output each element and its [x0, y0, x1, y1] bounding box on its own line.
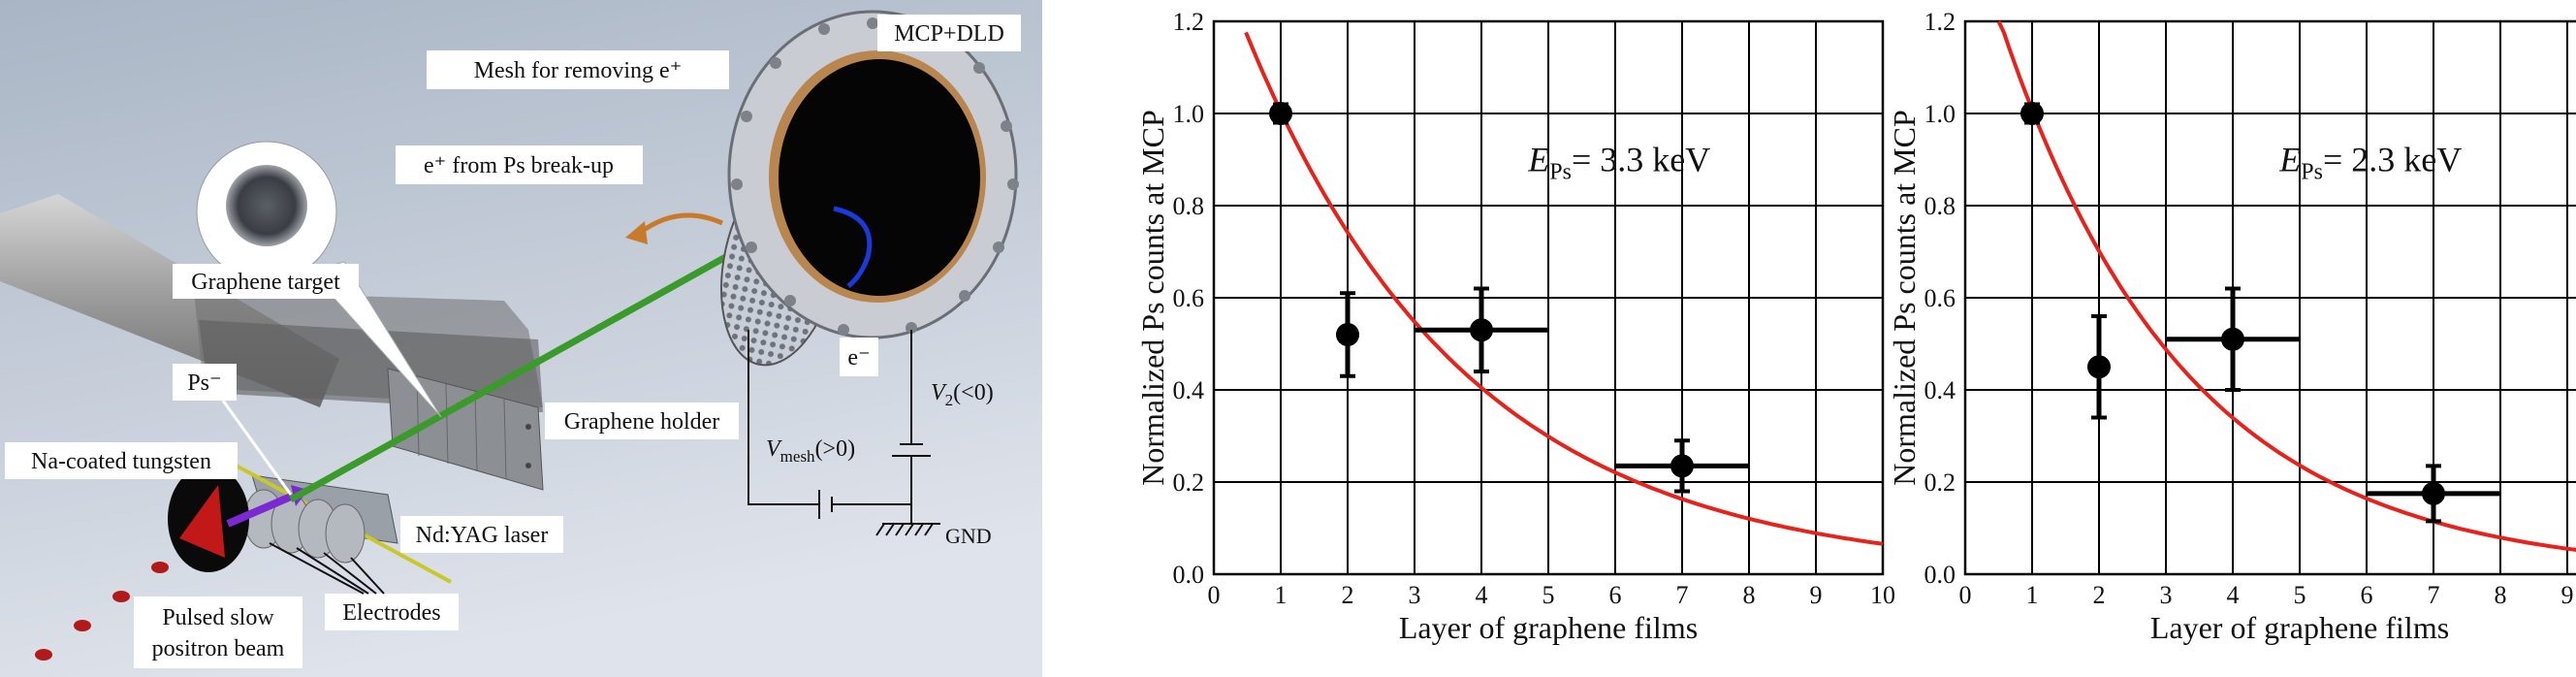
vmesh-label: Vmesh(>0) — [766, 436, 855, 466]
ps-minus-arrow — [226, 493, 293, 528]
y-axis-label: Normalized Ps counts at MCP — [1135, 110, 1170, 486]
gnd-label: GND — [945, 524, 992, 548]
flange-bolts — [731, 17, 1019, 336]
energy-value: = 3.3 keV — [1572, 140, 1710, 178]
chart-ps-3-3kev: 0 1 2 3 4 5 6 7 8 9 10 0.0 0.2 0.4 0.6 0.8 1.0 1.2 Layer o… — [1135, 8, 1895, 645]
y-tick-label: 0.2 — [1173, 468, 1205, 497]
data-point — [2422, 481, 2445, 505]
x-tick-label: 9 — [2561, 581, 2574, 609]
plot-frame — [1963, 19, 2576, 576]
y-tick-label: 0.0 — [1924, 561, 1956, 589]
y-tick-label: 1.2 — [1173, 8, 1205, 36]
x-tick-label: 9 — [1810, 581, 1823, 609]
data-point-group — [1269, 102, 1292, 125]
fit-curve — [1996, 20, 2576, 552]
x-tick-label: 2 — [2093, 581, 2106, 609]
y-tick-label: 1.2 — [1924, 8, 1956, 36]
data-point-group — [2166, 286, 2300, 392]
x-tick-label: 6 — [2361, 581, 2373, 609]
x-tick-label: 3 — [1409, 581, 1421, 609]
graphene-holder-label: Graphene holder — [564, 409, 720, 435]
x-tick-label: 1 — [1275, 581, 1288, 609]
bias-circuit — [747, 330, 940, 525]
y-tick-label: 0.4 — [1924, 376, 1956, 404]
energy-subscript: Ps — [2301, 159, 2323, 184]
e-minus-arrow — [833, 206, 873, 288]
energy-annotation: EPs= 3.3 keV — [1527, 140, 1710, 184]
x-axis-label: Layer of graphene films — [1399, 610, 1698, 645]
x-tick-label: 1 — [2026, 581, 2039, 609]
energy-subscript: Ps — [1549, 159, 1572, 184]
x-axis-label: Layer of graphene films — [2150, 610, 2449, 645]
x-tick-label: 0 — [1959, 581, 1972, 609]
x-tick-label: 0 — [1208, 581, 1221, 609]
positron-beam-label-line2: positron beam — [152, 636, 285, 661]
electrodes-label: Electrodes — [342, 600, 440, 626]
x-tick-label: 7 — [1676, 581, 1689, 609]
nd-yag-label: Nd:YAG laser — [416, 523, 549, 548]
x-tick-label: 6 — [1609, 581, 1622, 609]
ps-minus-label: Ps⁻ — [187, 371, 221, 396]
data-point-group — [1415, 286, 1548, 373]
y-tick-label: 0.6 — [1173, 284, 1205, 312]
energy-annotation: EPs= 2.3 keV — [2278, 140, 2462, 184]
data-point — [1670, 454, 1694, 478]
positron-cone — [179, 485, 225, 558]
y-tick-label: 0.4 — [1173, 376, 1205, 404]
data-point — [1470, 318, 1493, 342]
electrodes-pointers — [269, 542, 385, 595]
data-point-group — [1615, 438, 1749, 494]
x-tick-label: 5 — [1542, 581, 1555, 609]
e-plus-deflection-arrow — [638, 212, 724, 236]
y-tick-label: 0.8 — [1924, 192, 1956, 220]
x-tick-label: 7 — [2428, 581, 2440, 609]
mcp-dld-detector — [727, 10, 1018, 339]
e-plus-arrowhead — [625, 221, 648, 244]
x-tick-label: 5 — [2294, 581, 2306, 609]
y-tick-label: 0.8 — [1173, 192, 1205, 220]
y-tick-label: 0.6 — [1924, 284, 1956, 312]
graphene-target-label: Graphene target — [191, 270, 340, 295]
e-minus-label: e⁻ — [847, 345, 870, 371]
x-tick-label: 8 — [1743, 581, 1756, 609]
ground-symbol — [875, 523, 934, 536]
energy-symbol: E — [1527, 140, 1549, 178]
data-point-group — [2367, 464, 2500, 524]
y-tick-label: 0.0 — [1173, 561, 1205, 589]
na-tungsten-label: Na-coated tungsten — [31, 449, 211, 474]
energy-symbol: E — [2278, 140, 2301, 178]
x-tick-label: 4 — [2227, 581, 2240, 609]
y-tick-label: 0.2 — [1924, 468, 1956, 497]
data-point — [2087, 355, 2111, 379]
x-tick-label: 8 — [2495, 581, 2507, 609]
x-tick-label: 10 — [1870, 581, 1895, 609]
data-point — [1269, 102, 1292, 125]
ps-minus-pointer — [221, 400, 293, 496]
data-point-group — [1336, 291, 1359, 378]
x-tick-label: 4 — [1476, 581, 1488, 609]
x-tick-label: 2 — [1342, 581, 1354, 609]
positron-beam-pulses — [35, 562, 169, 661]
y-axis-label: Normalized Ps counts at MCP — [1887, 110, 1922, 486]
data-point-group — [2087, 314, 2111, 420]
data-point — [2221, 327, 2244, 351]
plot-frame — [1212, 19, 1885, 576]
energy-value: = 2.3 keV — [2323, 140, 2462, 178]
positron-beam-label-line1: Pulsed slow — [162, 605, 274, 630]
beam-pipe — [0, 194, 543, 412]
y-tick-label: 1.0 — [1924, 100, 1956, 128]
e-plus-label: e⁺ from Ps break-up — [424, 153, 614, 178]
graphene-target-disc — [226, 165, 307, 246]
y-tick-label: 1.0 — [1173, 100, 1205, 128]
data-point — [1336, 323, 1359, 346]
x-tick-label: 3 — [2160, 581, 2173, 609]
data-point — [2020, 102, 2044, 125]
experimental-setup-diagram: Graphene target MCP+DLD Mesh for — [0, 0, 1042, 677]
fit-curve — [1244, 31, 1884, 546]
data-point-group — [2020, 102, 2044, 125]
mcp-dld-label: MCP+DLD — [894, 21, 1004, 47]
mesh-label: Mesh for removing e⁺ — [474, 58, 683, 83]
v2-label: V2(<0) — [931, 380, 994, 409]
